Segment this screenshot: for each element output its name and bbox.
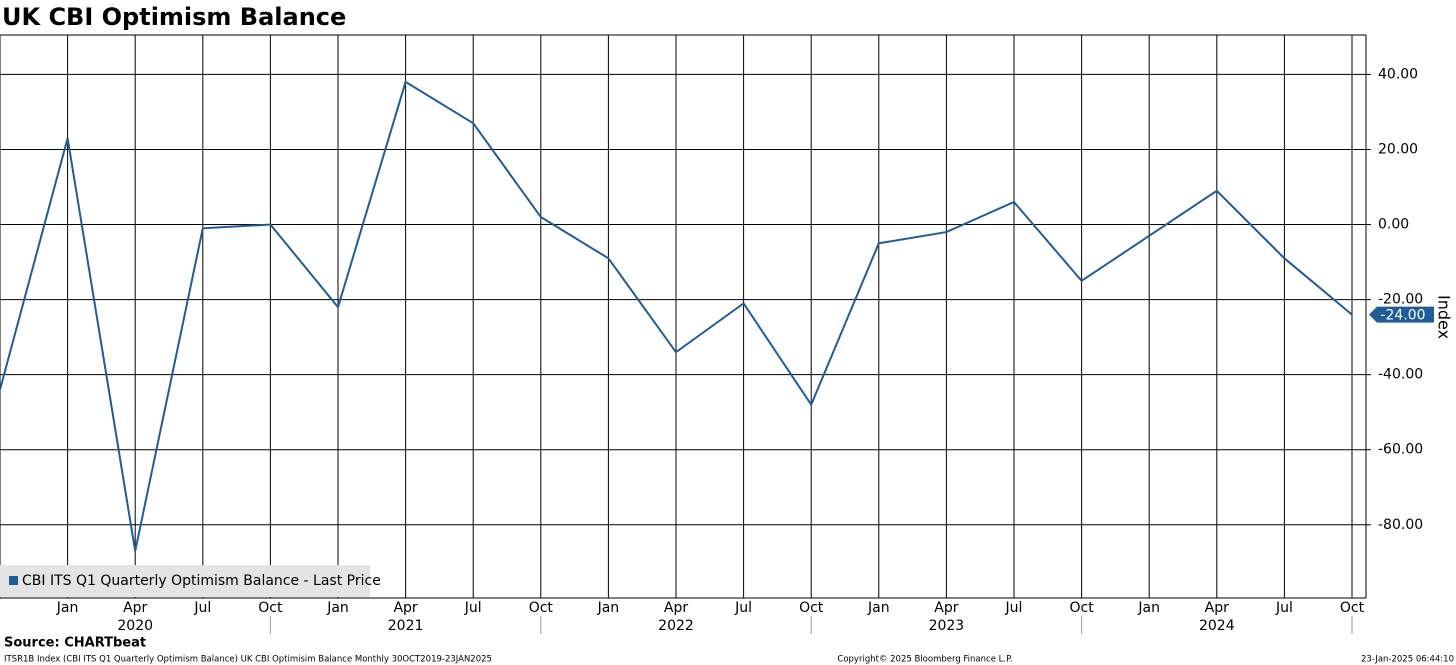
- y-tick-label: 20.00: [1378, 141, 1418, 157]
- source: Source: CHARTbeat: [4, 636, 146, 651]
- x-tick-label: Jul: [734, 600, 752, 616]
- y-tick-label: -40.00: [1378, 367, 1423, 383]
- chart-title: UK CBI Optimism Balance: [2, 3, 346, 31]
- x-tick-label: Jul: [1005, 600, 1023, 616]
- x-tick-label: Jan: [1137, 600, 1160, 616]
- series-line: [0, 80, 1353, 552]
- year-label: 2021: [388, 618, 424, 634]
- footer-left: ITSR1B Index (CBI ITS Q1 Quarterly Optim…: [4, 655, 492, 665]
- year-label: 2020: [117, 618, 153, 634]
- year-label: 2024: [1199, 618, 1235, 634]
- x-tick-label: Oct: [1340, 600, 1365, 616]
- y-axis-label: Index: [1435, 295, 1454, 339]
- x-tick-label: Jan: [597, 600, 620, 616]
- x-tick-label: Apr: [934, 600, 958, 616]
- year-label: 2023: [929, 618, 965, 634]
- year-label: 2022: [658, 618, 694, 634]
- x-tick-label: Jul: [193, 600, 211, 616]
- x-tick-label: Oct: [258, 600, 283, 616]
- x-tick-label: Jan: [326, 600, 349, 616]
- legend-swatch: [9, 576, 18, 585]
- y-tick-label: -80.00: [1378, 517, 1423, 533]
- x-tick-label: Apr: [664, 600, 688, 616]
- x-tick-label: Jul: [1275, 600, 1293, 616]
- x-tick-label: Oct: [799, 600, 824, 616]
- x-tick-label: Apr: [1205, 600, 1229, 616]
- y-tick-label: 40.00: [1378, 66, 1418, 82]
- footer-center: Copyright© 2025 Bloomberg Finance L.P.: [837, 655, 1012, 665]
- legend-label: CBI ITS Q1 Quarterly Optimism Balance - …: [22, 573, 381, 589]
- x-tick-label: Jul: [464, 600, 482, 616]
- x-tick-label: Jan: [867, 600, 890, 616]
- footer-right: 23-Jan-2025 06:44:10: [1361, 655, 1454, 665]
- x-tick-label: Jan: [56, 600, 79, 616]
- x-tick-label: Apr: [393, 600, 417, 616]
- x-tick-label: Apr: [123, 600, 147, 616]
- legend-box: [0, 565, 370, 597]
- last-price-tag: [1369, 306, 1434, 323]
- x-tick-label: Oct: [1069, 600, 1094, 616]
- y-tick-label: 0.00: [1378, 217, 1409, 233]
- y-tick-label: -20.00: [1378, 292, 1423, 308]
- y-tick-label: -60.00: [1378, 442, 1423, 458]
- x-tick-label: Oct: [529, 600, 554, 616]
- last-price-label: -24.00: [1380, 308, 1425, 324]
